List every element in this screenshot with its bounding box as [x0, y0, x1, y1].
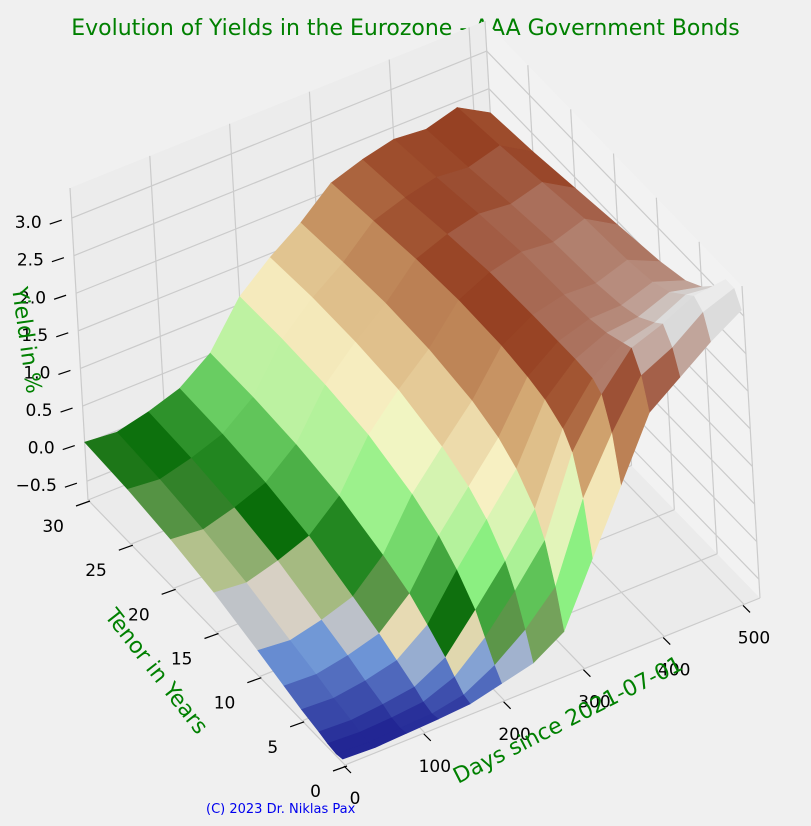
z-tick-label: 0.5 [26, 401, 53, 421]
x-tick-label: 300 [578, 693, 610, 713]
y-tick-label: 25 [85, 561, 107, 581]
y-tick-label: 0 [310, 782, 321, 802]
x-tick-label: 500 [738, 628, 770, 648]
y-tick-label: 5 [267, 738, 278, 758]
y-axis-label: Tenor in Years [99, 604, 213, 740]
copyright-notice: (C) 2023 Dr. Niklas Pax [206, 802, 356, 817]
z-tick-label: 2.5 [17, 251, 44, 271]
y-tick-label: 30 [42, 517, 64, 537]
chart-title: Evolution of Yields in the Eurozone - AA… [71, 16, 740, 41]
y-tick-label: 10 [214, 694, 236, 714]
x-tick-label: 0 [350, 789, 361, 809]
x-tick-label: 200 [498, 725, 530, 745]
axis-ticks: −0.50.00.51.01.52.02.53.0051015202530010… [15, 213, 771, 809]
x-tick-label: 100 [419, 757, 451, 777]
z-tick-label: −0.5 [16, 476, 57, 496]
yield-surface [84, 107, 742, 760]
y-tick-label: 20 [128, 605, 150, 625]
z-tick-label: 3.0 [15, 213, 42, 233]
z-tick-label: 1.0 [23, 363, 50, 383]
x-tick-label: 400 [658, 661, 690, 681]
z-tick-label: 1.5 [21, 326, 48, 346]
y-tick-label: 15 [171, 650, 193, 670]
z-tick-label: 0.0 [28, 439, 55, 459]
surface-patch [335, 742, 376, 760]
z-tick-label: 2.0 [19, 288, 46, 308]
